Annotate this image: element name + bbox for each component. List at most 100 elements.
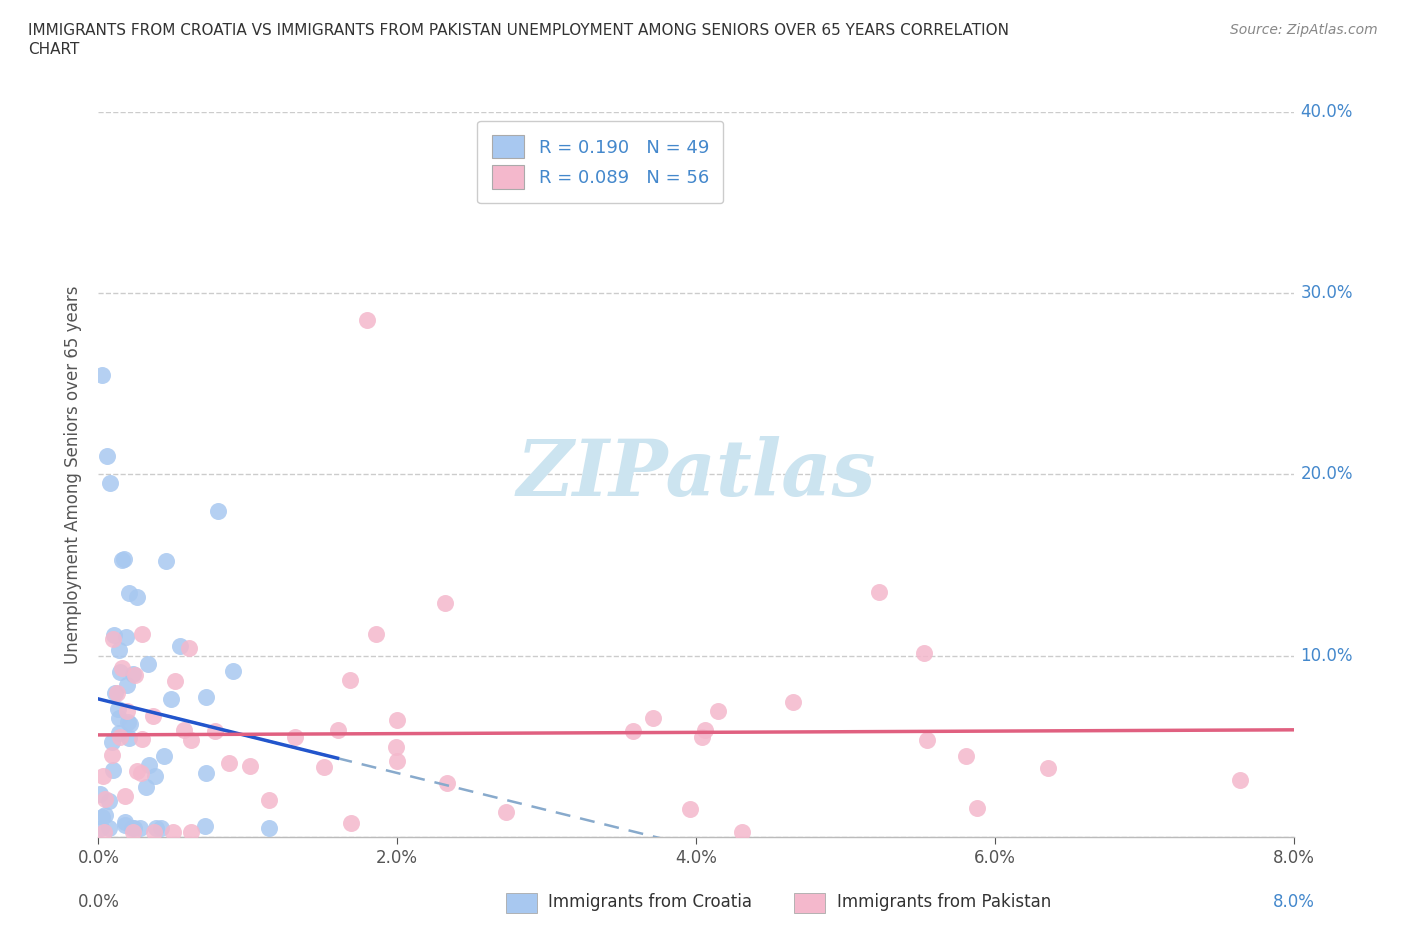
Point	[707, 703, 730, 718]
Point	[955, 749, 977, 764]
Point	[194, 819, 217, 834]
Point	[155, 553, 177, 568]
Point	[621, 724, 644, 738]
Point	[339, 673, 361, 688]
Point	[115, 704, 138, 719]
Point	[340, 816, 363, 830]
Point	[142, 709, 165, 724]
Point	[122, 820, 145, 835]
Point	[782, 695, 804, 710]
Text: ZIPatlas: ZIPatlas	[516, 436, 876, 512]
Point	[218, 755, 240, 770]
Point	[495, 804, 517, 819]
Point	[207, 503, 229, 518]
Point	[98, 793, 121, 808]
Point	[89, 787, 111, 802]
Point	[96, 449, 118, 464]
Point	[143, 769, 166, 784]
Point	[131, 732, 153, 747]
Point	[108, 725, 131, 740]
Text: 20.0%: 20.0%	[1301, 465, 1353, 484]
Point	[153, 749, 176, 764]
Point	[108, 711, 131, 725]
Point	[731, 824, 754, 839]
Point	[91, 768, 114, 783]
Point	[690, 730, 713, 745]
Text: 40.0%: 40.0%	[1301, 102, 1353, 121]
Point	[314, 760, 336, 775]
Point	[104, 686, 127, 701]
Point	[385, 739, 408, 754]
Point	[284, 730, 307, 745]
Point	[115, 678, 138, 693]
Point	[121, 820, 143, 835]
Point	[434, 596, 457, 611]
Point	[912, 645, 935, 660]
Point	[162, 824, 184, 839]
Point	[107, 701, 129, 716]
Point	[103, 628, 125, 643]
Point	[101, 747, 124, 762]
Point	[1036, 761, 1059, 776]
Point	[125, 590, 148, 604]
Point	[679, 802, 702, 817]
Point	[111, 552, 134, 567]
Point	[194, 765, 217, 780]
Point	[259, 820, 281, 835]
Point	[115, 630, 138, 644]
Point	[118, 716, 141, 731]
Text: Immigrants from Croatia: Immigrants from Croatia	[548, 893, 752, 911]
Point	[94, 791, 117, 806]
Text: 30.0%: 30.0%	[1301, 284, 1353, 302]
Point	[125, 764, 148, 778]
Point	[135, 779, 157, 794]
Point	[966, 801, 988, 816]
Point	[169, 639, 191, 654]
Point	[356, 312, 378, 327]
Point	[693, 723, 716, 737]
Text: 10.0%: 10.0%	[1301, 646, 1353, 665]
Point	[641, 711, 664, 725]
Text: Immigrants from Pakistan: Immigrants from Pakistan	[837, 893, 1050, 911]
Point	[136, 657, 159, 671]
Point	[257, 793, 280, 808]
Point	[1229, 773, 1251, 788]
Point	[110, 730, 132, 745]
Point	[180, 733, 202, 748]
Point	[108, 643, 131, 658]
Point	[385, 754, 408, 769]
Point	[131, 626, 153, 641]
Point	[117, 714, 139, 729]
Legend: R = 0.190   N = 49, R = 0.089   N = 56: R = 0.190 N = 49, R = 0.089 N = 56	[477, 121, 724, 203]
Point	[149, 820, 172, 835]
Point	[177, 641, 200, 656]
Point	[118, 731, 141, 746]
Point	[105, 685, 128, 700]
Text: IMMIGRANTS FROM CROATIA VS IMMIGRANTS FROM PAKISTAN UNEMPLOYMENT AMONG SENIORS O: IMMIGRANTS FROM CROATIA VS IMMIGRANTS FR…	[28, 23, 1010, 38]
Point	[128, 820, 150, 835]
Point	[97, 820, 120, 835]
Point	[387, 712, 409, 727]
Point	[143, 824, 166, 839]
Point	[94, 808, 117, 823]
Point	[917, 733, 939, 748]
Point	[138, 757, 160, 772]
Point	[328, 723, 350, 737]
Point	[222, 663, 245, 678]
Y-axis label: Unemployment Among Seniors over 65 years: Unemployment Among Seniors over 65 years	[65, 286, 83, 663]
Point	[173, 723, 195, 737]
Text: CHART: CHART	[28, 42, 80, 57]
Text: Source: ZipAtlas.com: Source: ZipAtlas.com	[1230, 23, 1378, 37]
Point	[165, 673, 187, 688]
Point	[101, 631, 124, 646]
Point	[114, 817, 136, 832]
Point	[145, 820, 167, 835]
Point	[114, 815, 136, 830]
Point	[118, 586, 141, 601]
Point	[129, 765, 152, 780]
Point	[90, 367, 112, 382]
Point	[90, 820, 112, 835]
Point	[204, 724, 226, 738]
Text: 0.0%: 0.0%	[77, 893, 120, 911]
Point	[122, 667, 145, 682]
